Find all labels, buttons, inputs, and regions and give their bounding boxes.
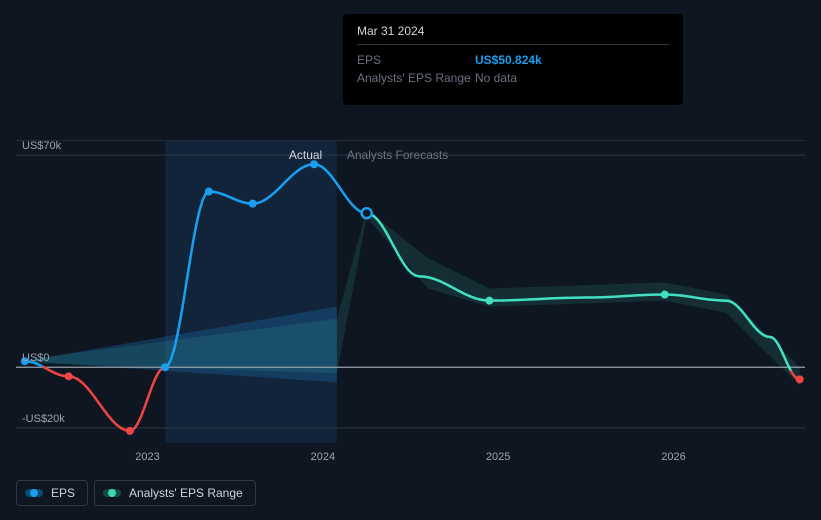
legend-item-range[interactable]: Analysts' EPS Range <box>94 480 256 506</box>
y-tick-0: US$0 <box>22 352 50 364</box>
tooltip-row-eps: EPS US$50.824k <box>357 51 669 69</box>
tooltip-value: No data <box>475 69 517 87</box>
x-tick-2026: 2026 <box>661 451 685 463</box>
x-tick-2024: 2024 <box>311 451 335 463</box>
legend-swatch-icon <box>103 489 121 497</box>
tooltip-label: Analysts' EPS Range <box>357 69 475 87</box>
legend-item-eps[interactable]: EPS <box>16 480 88 506</box>
chart-legend: EPS Analysts' EPS Range <box>16 480 256 506</box>
chart-tooltip: Mar 31 2024 EPS US$50.824k Analysts' EPS… <box>343 14 683 105</box>
tooltip-value: US$50.824k <box>475 51 542 69</box>
y-tick-neg20k: -US$20k <box>22 413 65 425</box>
legend-swatch-icon <box>25 489 43 497</box>
x-tick-2023: 2023 <box>135 451 159 463</box>
x-tick-2025: 2025 <box>486 451 510 463</box>
legend-label: Analysts' EPS Range <box>129 486 243 500</box>
legend-label: EPS <box>51 486 75 500</box>
region-label-forecast: Analysts Forecasts <box>347 148 448 162</box>
tooltip-row-range: Analysts' EPS Range No data <box>357 69 669 87</box>
tooltip-label: EPS <box>357 51 475 69</box>
tooltip-title: Mar 31 2024 <box>357 24 669 45</box>
y-tick-70k: US$70k <box>22 140 61 152</box>
region-label-actual: Actual <box>289 148 322 162</box>
